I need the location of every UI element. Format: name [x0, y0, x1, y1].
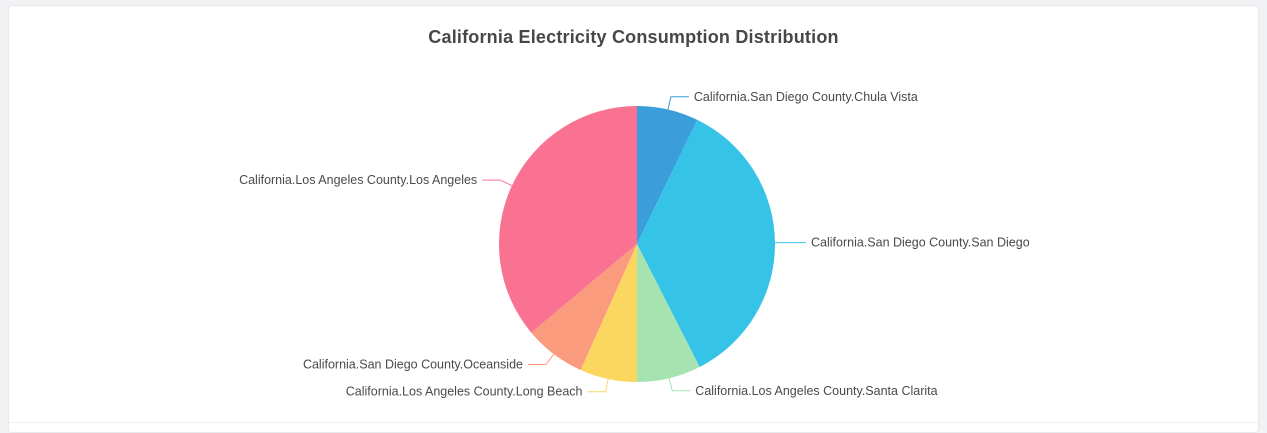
label-line	[588, 379, 609, 392]
slice-label: California.Los Angeles County.Long Beach	[346, 385, 583, 399]
slice-label: California.San Diego County.Chula Vista	[694, 90, 918, 104]
slice-label: California.San Diego County.Oceanside	[303, 358, 523, 372]
label-line	[482, 180, 512, 186]
card-bottom-divider	[9, 422, 1258, 423]
slice-label: California.Los Angeles County.Santa Clar…	[695, 384, 937, 398]
slice-label: California.San Diego County.San Diego	[811, 236, 1030, 250]
chart-card: California Electricity Consumption Distr…	[8, 5, 1259, 433]
slice-label: California.Los Angeles County.Los Angele…	[239, 173, 477, 187]
label-line	[668, 97, 689, 110]
label-line	[669, 378, 690, 391]
pie-chart[interactable]: California.San Diego County.Chula Vista C…	[9, 6, 1258, 424]
label-line	[528, 354, 554, 364]
